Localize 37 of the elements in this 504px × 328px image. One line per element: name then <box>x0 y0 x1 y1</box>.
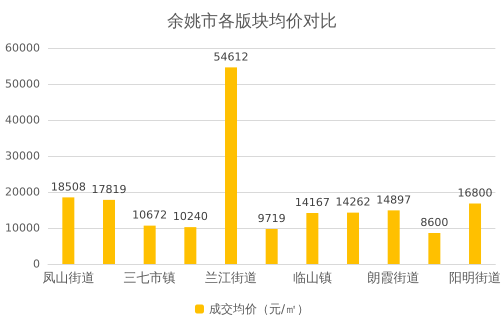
data-label: 9719 <box>258 212 286 226</box>
data-label: 8600 <box>420 216 448 230</box>
bar <box>184 227 196 264</box>
bar <box>469 204 482 264</box>
y-tick-label: 10000 <box>5 222 40 234</box>
bar <box>62 197 74 264</box>
x-tick-label: 三七市镇 <box>124 271 176 286</box>
chart-title: 余姚市各版块均价对比 <box>167 12 337 32</box>
bar <box>103 200 116 264</box>
y-tick-label: 20000 <box>5 186 40 198</box>
data-label: 54612 <box>214 50 249 64</box>
y-tick-label: 40000 <box>5 114 40 126</box>
bar <box>347 212 360 264</box>
data-label: 17819 <box>92 182 127 196</box>
x-tick-label: 凤山街道 <box>42 271 94 286</box>
x-tick-label: 朗霞街道 <box>368 270 420 286</box>
data-label: 10240 <box>172 210 208 224</box>
bar <box>144 226 156 264</box>
data-label: 14262 <box>336 196 371 209</box>
x-tick-label: 阳明街道 <box>449 271 502 286</box>
data-label: 18508 <box>50 180 86 194</box>
data-label: 16800 <box>458 186 493 200</box>
bar <box>388 210 400 264</box>
x-tick-label: 兰江街道 <box>205 271 258 286</box>
data-label: 14167 <box>294 196 330 209</box>
y-tick-label: 60000 <box>5 42 40 54</box>
bar <box>306 213 318 264</box>
y-tick-label: 30000 <box>5 150 40 162</box>
bar <box>428 233 440 264</box>
y-tick-label: 50000 <box>5 78 40 90</box>
bar <box>266 229 278 264</box>
y-tick-label: 0 <box>33 258 40 270</box>
data-label: 10672 <box>132 208 168 222</box>
data-label: 14897 <box>376 193 412 206</box>
x-tick-label: 临山镇 <box>292 271 332 286</box>
bar <box>225 67 238 264</box>
legend-label: 成交均价（元/㎡） <box>208 302 310 316</box>
